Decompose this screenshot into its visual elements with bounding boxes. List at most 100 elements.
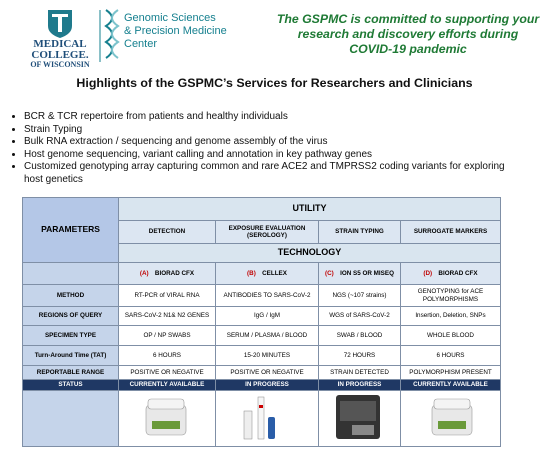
tagline-line: research and discovery efforts during <box>297 27 519 41</box>
bullet-list: BCR & TCR repertoire from patients and h… <box>0 111 524 187</box>
cell: 72 HOURS <box>318 345 401 366</box>
graphic <box>438 421 466 429</box>
tech-name: BIORAD CFX <box>154 269 195 277</box>
graphic <box>259 405 263 408</box>
tech-letter: (A) <box>139 269 149 277</box>
table-row: SPECIMEN TYPE OP / NP SWABS SERUM / PLASMA… <box>22 325 501 346</box>
bullet: Host genome sequencing, variant calling … <box>24 149 524 162</box>
logo-line: COLLEGE. <box>31 49 89 61</box>
graphic <box>257 396 265 440</box>
technology: (B) CELLEX <box>215 262 319 285</box>
center-name: Genomic Sciences <box>124 12 216 24</box>
cell: RT-PCR of VIRAL RNA <box>118 284 216 307</box>
cell: SWAB / BLOOD <box>318 325 401 346</box>
tech-name: ION S5 OR MISEQ <box>340 269 394 277</box>
sequencer <box>336 395 380 439</box>
table-row: DETECTION EXPOSURE EVALUATION (SEROLOGY) S… <box>23 220 501 244</box>
tech-letter: (B) <box>247 269 256 277</box>
cell: OP / NP SWABS <box>118 325 216 346</box>
biorad-instrument <box>431 398 473 436</box>
cell: 6 HOURS <box>118 345 216 366</box>
cell: WHOLE BLOOD <box>400 325 501 346</box>
parameters-header: PARAMETERS <box>22 197 119 263</box>
bullet: BCR & TCR repertoire from patients and h… <box>24 111 524 124</box>
status-cell: CURRENTLY AVAILABLE <box>118 379 216 391</box>
logo-line: OF WISCONSIN <box>30 60 90 69</box>
graphic <box>431 404 473 436</box>
center-name: & Precision Medicine <box>124 25 227 37</box>
tagline-line: COVID-19 pandemic <box>349 42 467 56</box>
technology: (D) BIORAD CFX <box>400 262 501 285</box>
instrument-images <box>145 395 473 440</box>
tagline-line: The GSPMC is committed to supporting you… <box>276 12 540 26</box>
row-label: METHOD <box>22 284 119 307</box>
cell: GENOTYPING for ACE POLYMORPHISMS <box>400 284 501 307</box>
technology: (C) ION S5 OR MISEQ <box>318 262 401 285</box>
cell: ANTIBODIES TO SARS-CoV-2 <box>215 284 319 307</box>
table-row: PARAMETERS UTILITY <box>22 197 501 263</box>
cell: Insertion, Deletion, SNPs <box>400 306 501 326</box>
cell: 15-20 MINUTES <box>215 345 319 366</box>
shield-staff <box>58 17 62 32</box>
shield-bar <box>52 14 68 17</box>
cell: POSITIVE OR NEGATIVE <box>118 365 216 380</box>
technology-header: TECHNOLOGY <box>118 243 501 263</box>
title: Highlights of the GSPMC’s Services for R… <box>76 76 473 90</box>
tech-name: BIORAD CFX <box>438 269 478 277</box>
graphic <box>340 401 376 421</box>
cell: IgG / IgM <box>215 306 319 326</box>
cell: SERUM / PLASMA / BLOOD <box>215 325 319 346</box>
utility: DETECTION <box>118 220 216 244</box>
table-row: (A) BIORAD CFX (B) CELLEX (C) ION S5 OR MI… <box>22 262 501 285</box>
bullet: Customized genotyping array capturing co… <box>24 161 524 186</box>
cellex-kit <box>243 396 275 440</box>
table-row: REGIONS OF QUERY SARS-CoV-2 N1& N2 GENES I… <box>22 306 501 326</box>
cell: SARS-CoV-2 N1& N2 GENES <box>118 306 216 326</box>
graphic <box>433 398 471 410</box>
status-cell: IN PROGRESS <box>215 379 319 391</box>
graphic <box>243 410 253 440</box>
cell: NGS (~107 strains) <box>318 284 401 307</box>
tagline: The GSPMC is committed to supporting you… <box>262 12 549 57</box>
table-row: STATUS CURRENTLY AVAILABLE IN PROGRESS IN P… <box>22 379 501 391</box>
image-cell <box>215 390 319 447</box>
graphic <box>147 398 185 410</box>
blank-cell <box>22 262 119 285</box>
logo-line: MEDICAL <box>33 38 87 50</box>
graphic <box>268 417 275 439</box>
cell: POSITIVE OR NEGATIVE <box>215 365 319 380</box>
bullet: Bulk RNA extraction / sequencing and gen… <box>24 136 524 149</box>
services-table: PARAMETERS UTILITY DETECTION EXPOSURE EVALU… <box>22 197 501 447</box>
biorad-instrument <box>145 398 187 436</box>
row-label: Turn-Around Time (TAT) <box>22 345 119 366</box>
row-label: REPORTABLE RANGE <box>22 365 119 380</box>
logo-graphics <box>48 9 120 62</box>
row-label: SPECIMEN TYPE <box>22 325 119 346</box>
graphic <box>145 404 187 436</box>
table-row: REPORTABLE RANGE POSITIVE OR NEGATIVE POSI… <box>22 365 501 380</box>
utility: SURROGATE MARKERS <box>400 220 501 244</box>
cell: 6 HOURS <box>400 345 501 366</box>
utility: STRAIN TYPING <box>318 220 401 244</box>
tech-letter: (C) <box>325 269 334 277</box>
graphic <box>152 421 180 429</box>
cell: WGS of SARS-CoV-2 <box>318 306 401 326</box>
graphic <box>352 425 374 435</box>
table-row: METHOD RT-PCR of VIRAL RNA ANTIBODIES TO S… <box>22 284 501 307</box>
utility: EXPOSURE EVALUATION (SEROLOGY) <box>215 220 319 244</box>
utility-header: UTILITY <box>118 197 501 221</box>
cell: POLYMORPHISM PRESENT <box>400 365 501 380</box>
status-label: STATUS <box>22 379 119 391</box>
cell: STRAIN DETECTED <box>318 365 401 380</box>
tech-letter: (D) <box>423 269 433 277</box>
bullet: Strain Typing <box>24 124 524 137</box>
technology: (A) BIORAD CFX <box>118 262 216 285</box>
image-label-cell <box>22 390 119 447</box>
row-label: REGIONS OF QUERY <box>22 306 119 326</box>
tech-name: CELLEX <box>262 269 287 277</box>
status-cell: IN PROGRESS <box>318 379 401 391</box>
table-row: TECHNOLOGY <box>23 243 501 263</box>
dna-strand <box>111 9 120 59</box>
table-row: Turn-Around Time (TAT) 6 HOURS 15-20 MINUT… <box>22 345 501 366</box>
